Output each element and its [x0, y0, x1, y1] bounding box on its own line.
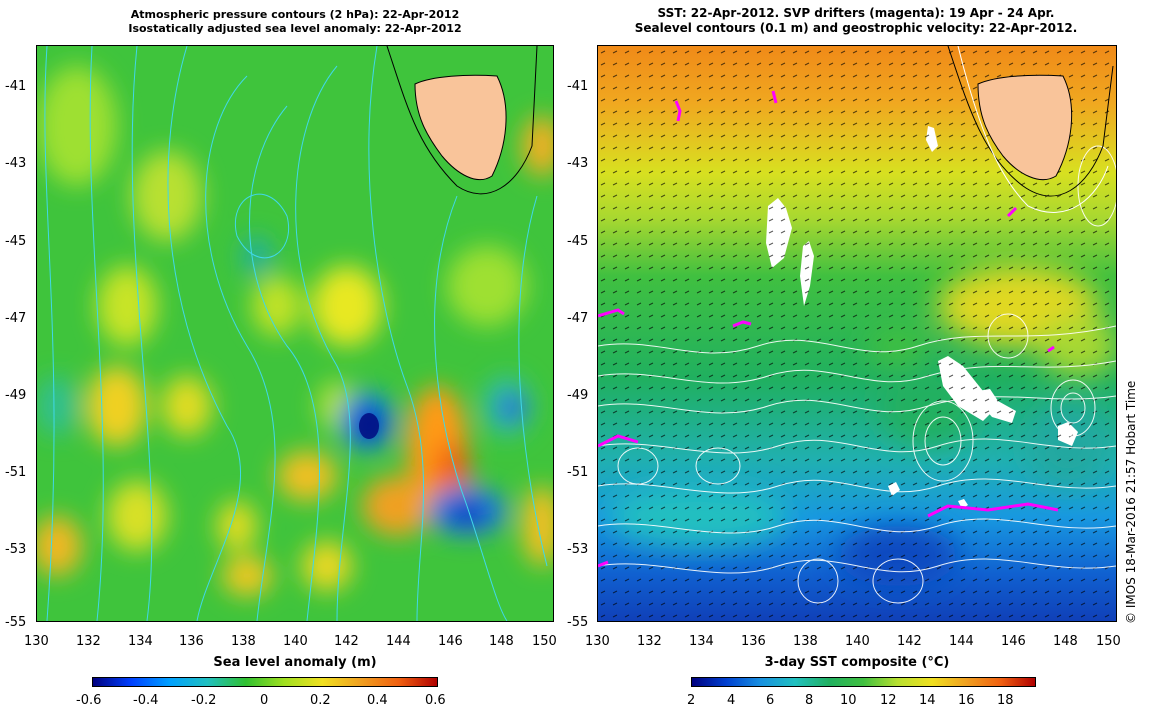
- right-colorbar-label: 3-day SST composite (°C): [764, 655, 950, 670]
- colorbar-tick: -0.6: [76, 693, 102, 708]
- sea-level-anomaly-map: [36, 45, 554, 622]
- x-tick-label: 148: [1053, 634, 1078, 649]
- colorbar-tick: -0.4: [133, 693, 159, 708]
- y-tick-label: -55: [567, 615, 589, 630]
- colorbar-tick: 0.2: [310, 693, 331, 708]
- y-tick-label: -47: [5, 311, 27, 326]
- colorbar-tick: 0.6: [425, 693, 446, 708]
- y-tick-label: -43: [5, 156, 27, 171]
- x-tick-label: 132: [637, 634, 662, 649]
- x-tick-label: 138: [231, 634, 256, 649]
- imos-credit: © IMOS 18-Mar-2016 21:57 Hobart Time: [1124, 380, 1138, 624]
- x-tick-label: 138: [793, 634, 818, 649]
- x-tick-label: 142: [334, 634, 359, 649]
- y-tick-label: -53: [5, 542, 27, 557]
- colorbar-tick: 16: [958, 693, 975, 708]
- y-tick-label: -49: [5, 388, 27, 403]
- x-tick-label: 146: [1001, 634, 1026, 649]
- y-tick-label: -49: [567, 388, 589, 403]
- pressure-contours: [44, 46, 548, 621]
- x-tick-label: 136: [179, 634, 204, 649]
- left-colorbar-label: Sea level anomaly (m): [213, 655, 377, 670]
- colorbar-tick: 12: [880, 693, 897, 708]
- sea-level-contours: [598, 145, 1116, 604]
- x-tick-label: 144: [949, 634, 974, 649]
- colorbar-tick: 2: [687, 693, 696, 708]
- x-tick-label: 130: [24, 634, 49, 649]
- sst-colorbar: [691, 677, 1036, 687]
- x-tick-label: 142: [897, 634, 922, 649]
- y-tick-label: -45: [5, 234, 27, 249]
- sea-level-anomaly-colorbar: [92, 677, 438, 687]
- tasmania-land: [414, 74, 507, 181]
- y-tick-label: -41: [567, 79, 589, 94]
- x-tick-label: 134: [128, 634, 153, 649]
- x-tick-label: 132: [76, 634, 101, 649]
- colorbar-tick: 0: [260, 693, 269, 708]
- right-map-title: SST: 22-Apr-2012. SVP drifters (magenta)…: [596, 6, 1116, 36]
- left-title-line2: Isostatically adjusted sea level anomaly…: [128, 22, 462, 35]
- tasmania-land: [977, 74, 1073, 181]
- colorbar-tick: 0.4: [367, 693, 388, 708]
- x-tick-label: 140: [845, 634, 870, 649]
- left-map-title: Atmospheric pressure contours (2 hPa): 2…: [36, 8, 554, 36]
- x-tick-label: 134: [689, 634, 714, 649]
- x-tick-label: 140: [283, 634, 308, 649]
- colorbar-tick: 8: [805, 693, 814, 708]
- y-tick-label: -43: [567, 156, 589, 171]
- x-tick-label: 144: [386, 634, 411, 649]
- y-tick-label: -51: [5, 465, 27, 480]
- svp-drifters: [598, 90, 1059, 568]
- right-title-line2: Sealevel contours (0.1 m) and geostrophi…: [634, 21, 1078, 35]
- y-tick-label: -41: [5, 79, 27, 94]
- y-tick-label: -53: [567, 542, 589, 557]
- x-tick-label: 150: [532, 634, 557, 649]
- colorbar-tick: 6: [766, 693, 775, 708]
- colorbar-tick: 4: [727, 693, 736, 708]
- x-tick-label: 148: [489, 634, 514, 649]
- y-tick-label: -55: [5, 615, 27, 630]
- y-tick-label: -45: [567, 234, 589, 249]
- x-tick-label: 136: [741, 634, 766, 649]
- x-tick-label: 146: [438, 634, 463, 649]
- colorbar-tick: 18: [997, 693, 1014, 708]
- colorbar-tick: 10: [840, 693, 857, 708]
- y-tick-label: -51: [567, 465, 589, 480]
- left-title-line1: Atmospheric pressure contours (2 hPa): 2…: [130, 8, 460, 21]
- colorbar-tick: -0.2: [191, 693, 217, 708]
- x-tick-label: 150: [1096, 634, 1121, 649]
- right-title-line1: SST: 22-Apr-2012. SVP drifters (magenta)…: [657, 6, 1055, 20]
- y-tick-label: -47: [567, 311, 589, 326]
- colorbar-tick: 14: [919, 693, 936, 708]
- x-tick-label: 130: [585, 634, 610, 649]
- sst-map: [597, 45, 1117, 622]
